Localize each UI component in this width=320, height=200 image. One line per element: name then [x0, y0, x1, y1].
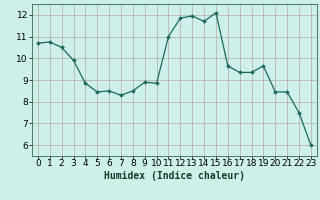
X-axis label: Humidex (Indice chaleur): Humidex (Indice chaleur) [104, 171, 245, 181]
